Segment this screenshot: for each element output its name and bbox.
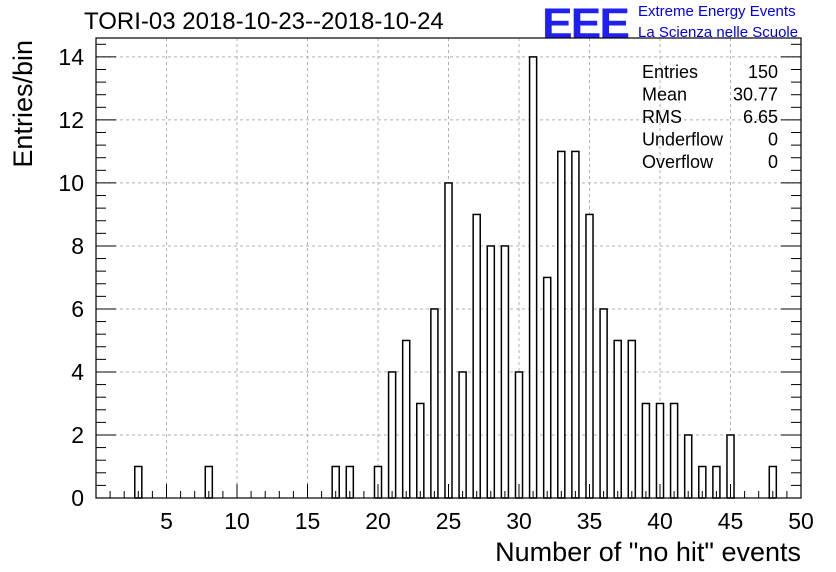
y-tick-label: 10 xyxy=(58,170,84,196)
histogram-bar xyxy=(472,213,481,499)
stats-value: 6.65 xyxy=(743,107,778,127)
histogram-bar xyxy=(486,245,496,499)
stats-value: 0 xyxy=(768,152,778,172)
stats-value: 150 xyxy=(748,62,778,82)
chart-title: TORI-03 2018-10-23--2018-10-24 xyxy=(84,8,444,35)
histogram-bar xyxy=(599,308,608,499)
y-tick-label: 6 xyxy=(71,296,84,322)
y-tick-label: 12 xyxy=(58,107,84,133)
labels-layer: 5 10 15 20 25 30 35 40 45 50 0 2 4 6 8 10 12 14 Number of … xyxy=(8,40,814,567)
stats-box: Entries 150 Mean 30.77 RMS 6.65 Underflow 0 Over… xyxy=(642,62,778,172)
x-axis-label: Number of "no hit" events xyxy=(495,537,801,567)
ticks-layer xyxy=(95,43,802,499)
x-tick-label: 35 xyxy=(577,508,603,534)
eee-logo: EEE xyxy=(542,0,630,48)
histogram-bar xyxy=(416,402,425,499)
histogram-bar xyxy=(641,402,651,499)
histogram-bar xyxy=(613,339,622,499)
histogram-bar xyxy=(444,182,453,499)
histogram-bar xyxy=(458,371,467,499)
histogram-bar xyxy=(683,434,693,499)
histogram-bar xyxy=(542,276,552,499)
x-tick-label: 15 xyxy=(295,508,321,534)
histogram-bar xyxy=(528,56,538,499)
logo-caption-line2: La Scienza nelle Scuole xyxy=(638,24,799,41)
histogram-bar xyxy=(669,402,679,499)
histogram-bar xyxy=(627,339,637,499)
stats-label: Underflow xyxy=(642,130,724,150)
stats-label: RMS xyxy=(642,107,682,127)
x-tick-label: 50 xyxy=(788,508,814,534)
stats-label: Overflow xyxy=(642,152,714,172)
stats-value: 30.77 xyxy=(733,85,778,105)
x-tick-label: 10 xyxy=(224,508,250,534)
histogram-bar xyxy=(430,308,439,499)
histogram-bar xyxy=(514,371,524,499)
x-tick-label: 30 xyxy=(506,508,532,534)
x-tick-label: 20 xyxy=(365,508,391,534)
histogram-bar xyxy=(557,150,566,499)
y-tick-label: 14 xyxy=(58,44,84,70)
histogram-bar xyxy=(401,339,411,499)
histogram-bar xyxy=(571,150,580,499)
y-tick-label: 2 xyxy=(71,422,84,448)
x-tick-label: 40 xyxy=(647,508,673,534)
histogram-bar xyxy=(387,371,397,499)
y-tick-label: 4 xyxy=(71,359,84,385)
logo-caption-line1: Extreme Energy Events xyxy=(638,3,796,20)
histogram-bar xyxy=(655,402,665,499)
stats-label: Mean xyxy=(642,85,687,105)
y-tick-label: 8 xyxy=(71,233,84,259)
histogram-bar xyxy=(500,245,510,499)
x-tick-label: 5 xyxy=(160,508,173,534)
stats-label: Entries xyxy=(642,62,698,82)
histogram-bar xyxy=(585,213,594,499)
stats-value: 0 xyxy=(768,130,778,150)
y-axis-label: Entries/bin xyxy=(8,40,38,168)
y-tick-label: 0 xyxy=(71,485,84,511)
x-tick-label: 45 xyxy=(718,508,744,534)
x-tick-label: 25 xyxy=(436,508,462,534)
